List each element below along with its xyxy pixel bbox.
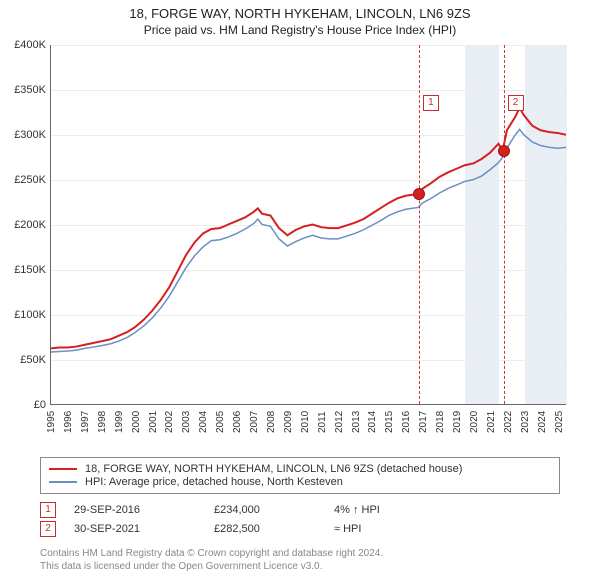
x-tick-label: 2002 (164, 411, 175, 433)
event-marker-number: 1 (423, 95, 439, 111)
footnote-line: This data is licensed under the Open Gov… (40, 560, 560, 573)
x-tick-label: 2005 (215, 411, 226, 433)
event-row: 2 30-SEP-2021£282,500≈ HPI (40, 521, 560, 537)
event-index-box: 1 (40, 502, 56, 518)
chart-container: 18, FORGE WAY, NORTH HYKEHAM, LINCOLN, L… (0, 0, 600, 573)
event-marker-number: 2 (508, 95, 524, 111)
x-tick-label: 2015 (384, 411, 395, 433)
footnotes: Contains HM Land Registry data © Crown c… (40, 547, 560, 573)
legend-label: HPI: Average price, detached house, Nort… (85, 476, 343, 488)
x-tick-label: 2020 (469, 411, 480, 433)
series-line (51, 108, 566, 349)
x-tick-label: 2012 (334, 411, 345, 433)
event-date: 30-SEP-2021 (74, 523, 214, 535)
chart-title: 18, FORGE WAY, NORTH HYKEHAM, LINCOLN, L… (0, 6, 600, 21)
x-tick-label: 1998 (97, 411, 108, 433)
x-tick-label: 2003 (181, 411, 192, 433)
legend-swatch (49, 468, 77, 470)
line-series-svg (51, 45, 566, 404)
event-delta: ≈ HPI (334, 523, 474, 535)
x-tick-label: 2021 (486, 411, 497, 433)
x-axis-labels: 1995199619971998199920002001200220032004… (50, 407, 566, 425)
event-marker-dot (413, 188, 425, 200)
x-tick-label: 2016 (401, 411, 412, 433)
x-tick-label: 2013 (351, 411, 362, 433)
event-marker-line (419, 45, 420, 404)
x-tick-label: 2011 (317, 411, 328, 433)
y-tick-label: £0 (34, 399, 46, 411)
legend-swatch (49, 481, 77, 483)
series-line (51, 129, 566, 352)
x-tick-label: 2022 (503, 411, 514, 433)
x-tick-label: 2000 (131, 411, 142, 433)
event-marker-line (504, 45, 505, 404)
event-date: 29-SEP-2016 (74, 504, 214, 516)
x-tick-label: 2007 (249, 411, 260, 433)
x-tick-label: 1997 (80, 411, 91, 433)
event-price: £234,000 (214, 504, 334, 516)
events-table: 1 29-SEP-2016£234,0004% ↑ HPI 2 30-SEP-2021… (40, 502, 560, 537)
x-tick-label: 2006 (232, 411, 243, 433)
titles: 18, FORGE WAY, NORTH HYKEHAM, LINCOLN, L… (0, 0, 600, 37)
chart-subtitle: Price paid vs. HM Land Registry's House … (0, 23, 600, 37)
x-tick-label: 1996 (63, 411, 74, 433)
legend-label: 18, FORGE WAY, NORTH HYKEHAM, LINCOLN, L… (85, 463, 462, 475)
x-tick-label: 2008 (266, 411, 277, 433)
x-tick-label: 2019 (452, 411, 463, 433)
y-tick-label: £200K (14, 219, 46, 231)
y-axis-labels: £0£50K£100K£150K£200K£250K£300K£350K£400… (8, 45, 46, 405)
x-tick-label: 2009 (283, 411, 294, 433)
x-tick-label: 2014 (367, 411, 378, 433)
legend-item: HPI: Average price, detached house, Nort… (49, 476, 551, 488)
y-tick-label: £50K (20, 354, 46, 366)
event-marker-dot (498, 145, 510, 157)
legend-box: 18, FORGE WAY, NORTH HYKEHAM, LINCOLN, L… (40, 457, 560, 494)
y-tick-label: £250K (14, 174, 46, 186)
y-tick-label: £300K (14, 129, 46, 141)
x-tick-label: 1995 (46, 411, 57, 433)
x-tick-label: 1999 (114, 411, 125, 433)
x-tick-label: 2025 (554, 411, 565, 433)
event-price: £282,500 (214, 523, 334, 535)
y-tick-label: £100K (14, 309, 46, 321)
x-tick-label: 2023 (520, 411, 531, 433)
legend-item: 18, FORGE WAY, NORTH HYKEHAM, LINCOLN, L… (49, 463, 551, 475)
chart-frame: £0£50K£100K£150K£200K£250K£300K£350K£400… (8, 45, 568, 425)
y-tick-label: £400K (14, 39, 46, 51)
y-tick-label: £350K (14, 84, 46, 96)
x-tick-label: 2017 (418, 411, 429, 433)
event-index-box: 2 (40, 521, 56, 537)
event-row: 1 29-SEP-2016£234,0004% ↑ HPI (40, 502, 560, 518)
x-tick-label: 2001 (148, 411, 159, 433)
x-tick-label: 2010 (300, 411, 311, 433)
event-delta: 4% ↑ HPI (334, 504, 474, 516)
footnote-line: Contains HM Land Registry data © Crown c… (40, 547, 560, 560)
plot-area: 12 (50, 45, 566, 405)
x-tick-label: 2004 (198, 411, 209, 433)
x-tick-label: 2018 (435, 411, 446, 433)
y-tick-label: £150K (14, 264, 46, 276)
x-tick-label: 2024 (537, 411, 548, 433)
